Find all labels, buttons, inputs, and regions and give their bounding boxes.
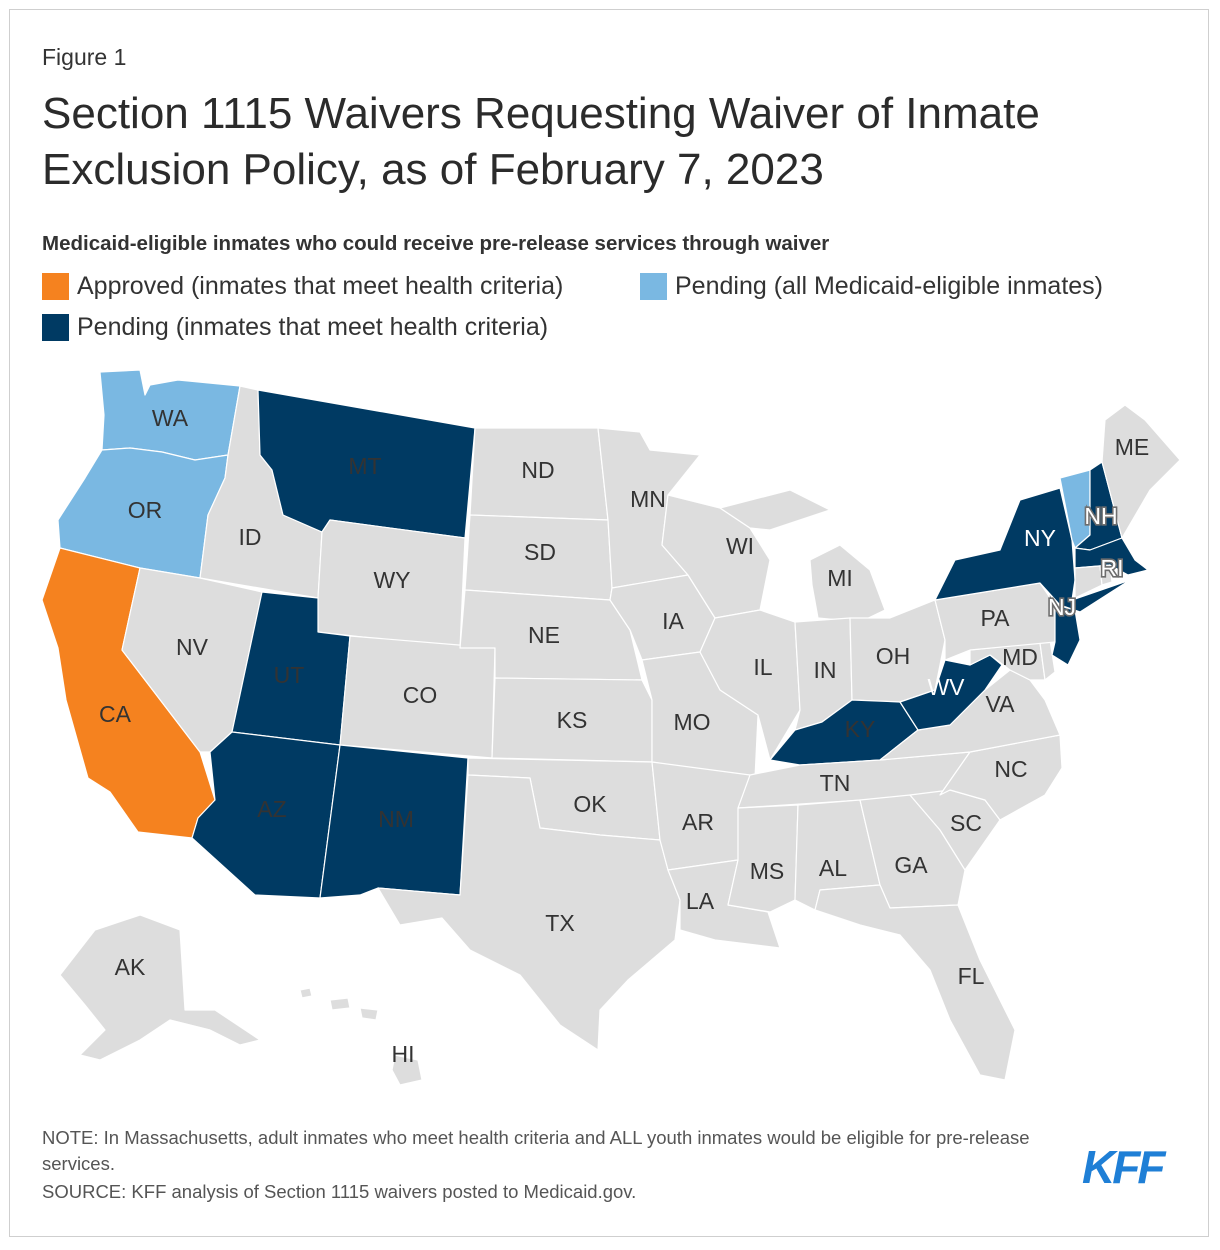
state-label-me: ME [1115,434,1150,460]
state-label-va: VA [986,691,1016,717]
state-label-az: AZ [257,796,286,822]
state-label-pa: PA [981,605,1011,631]
legend-label-approved: Approved (inmates that meet health crite… [77,272,564,300]
state-label-la: LA [686,888,715,914]
state-label-mi: MI [827,565,853,591]
state-label-sc: SC [950,810,982,836]
state-nj[interactable] [1051,604,1081,666]
state-fl[interactable] [814,884,1016,1081]
state-label-mn: MN [630,486,666,512]
state-label-ne: NE [528,622,560,648]
state-ri[interactable] [1099,564,1113,586]
state-label-mt: MT [348,453,381,479]
state-label-nm: NM [378,806,414,832]
state-label-sd: SD [524,539,556,565]
state-label-il: IL [753,654,772,680]
state-label-nd: ND [521,457,554,483]
legend-item-pending-all: Pending (all Medicaid-eligible inmates) [640,272,1103,301]
state-mi[interactable] [719,489,886,623]
state-label-md: MD [1002,644,1038,670]
state-ak[interactable] [59,914,261,1061]
state-label-oh: OH [876,643,911,669]
state-label-hi: HI [392,1041,415,1067]
state-label-wv: WV [927,674,965,700]
legend-swatch-approved [42,273,69,300]
state-label-co: CO [403,682,438,708]
note-text: NOTE: In Massachusetts, adult inmates wh… [42,1127,1030,1174]
state-label-ga: GA [894,852,928,878]
state-label-ri: RI [1101,555,1124,581]
state-label-tx: TX [545,910,574,936]
kff-logo[interactable]: KFF [1082,1141,1165,1193]
state-tx[interactable] [377,774,681,1051]
figure-title: Section 1115 Waivers Requesting Waiver o… [42,89,1040,194]
state-label-ks: KS [557,707,588,733]
state-label-ok: OK [573,791,607,817]
state-label-ia: IA [662,608,684,634]
figure-frame [9,9,1209,1237]
state-pa[interactable] [934,582,1056,661]
legend-item-approved: Approved (inmates that meet health crite… [42,272,563,301]
legend-subtitle: Medicaid-eligible inmates who could rece… [42,232,830,255]
state-label-nh: NH [1084,503,1117,529]
state-label-ak: AK [115,954,146,980]
state-label-ar: AR [682,809,714,835]
state-label-ky: KY [845,716,876,742]
state-label-nc: NC [994,756,1027,782]
state-label-fl: FL [958,963,985,989]
state-hi[interactable] [299,987,423,1086]
state-label-ca: CA [99,701,132,727]
state-label-wa: WA [152,405,189,431]
state-me[interactable] [1101,404,1181,539]
state-label-nj: NJ [1048,594,1076,620]
source-text: SOURCE: KFF analysis of Section 1115 wai… [42,1181,637,1202]
state-label-id: ID [239,524,262,550]
state-label-tn: TN [820,770,851,796]
state-label-wy: WY [373,567,410,593]
state-label-wi: WI [726,533,754,559]
state-label-in: IN [814,657,837,683]
state-label-al: AL [819,855,847,881]
state-label-ut: UT [274,662,305,688]
state-label-nv: NV [176,634,209,660]
state-label-ny: NY [1024,525,1056,551]
state-label-or: OR [128,497,163,523]
legend-label-pending-all: Pending (all Medicaid-eligible inmates) [675,272,1103,300]
state-label-mo: MO [673,709,710,735]
legend-swatch-pending-health [42,314,69,341]
legend-swatch-pending-all [640,273,667,300]
legend-item-pending-health: Pending (inmates that meet health criter… [42,313,548,342]
state-label-ms: MS [750,858,785,884]
legend-label-pending-health: Pending (inmates that meet health criter… [77,313,549,341]
figure-label: Figure 1 [42,44,127,70]
